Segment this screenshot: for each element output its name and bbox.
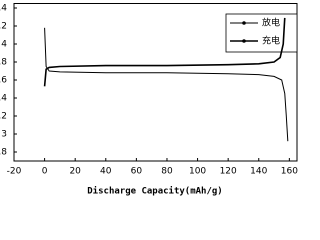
y-tick-label: 4 [1, 40, 7, 50]
x-tick-label: -20 [7, 167, 22, 177]
x-tick-label: 160 [281, 167, 298, 177]
series-line [44, 27, 289, 142]
legend-label: 充电 [262, 35, 280, 47]
x-tick-label: 40 [100, 167, 112, 177]
y-tick-label: 3.4 [0, 94, 7, 104]
x-tick-label: 0 [42, 167, 48, 177]
x-tick-label: 100 [189, 167, 206, 177]
legend-marker [242, 39, 246, 43]
legend-marker [242, 21, 246, 25]
x-axis-label: Discharge Capacity(mAh/g) [87, 186, 222, 197]
y-tick-label: 3 [1, 130, 7, 140]
y-tick-label: 4.4 [0, 4, 7, 14]
chart: Discharge Capacity(mAh/g) -20 0 20 40 60 80 10… [0, 3, 298, 197]
y-tick-label: 2.8 [0, 148, 7, 158]
x-tick-label: 60 [131, 167, 143, 177]
x-tick-label: 140 [250, 167, 267, 177]
page: Discharge Capacity(mAh/g) -20 0 20 40 60 80 10… [0, 3, 299, 197]
y-tick-label: 4.2 [0, 22, 7, 32]
x-tick-label: 20 [69, 167, 81, 177]
x-tick-label: 80 [161, 167, 173, 177]
y-tick-label: 3.6 [0, 76, 7, 86]
y-tick-label: 3.8 [0, 58, 7, 68]
x-tick-label: 120 [220, 167, 237, 177]
legend-label: 放电 [262, 17, 280, 29]
y-tick-label: 3.2 [0, 112, 7, 122]
plot-frame [13, 3, 298, 162]
series-line [43, 17, 286, 87]
